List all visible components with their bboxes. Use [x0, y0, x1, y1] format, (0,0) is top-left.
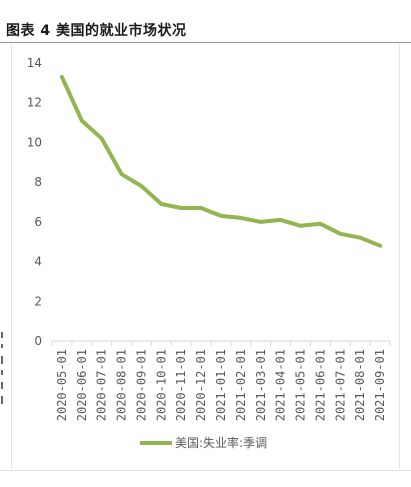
x-tick-label: 2020-08-01 — [115, 349, 129, 421]
x-tick-label: 2020-10-01 — [154, 349, 168, 421]
title-divider — [0, 42, 411, 43]
y-tick-label: 8 — [34, 175, 42, 189]
y-tick-label: 4 — [34, 255, 42, 269]
y-tick-label: 6 — [34, 215, 42, 229]
x-tick-label: 2020-05-01 — [55, 349, 69, 421]
figure-title: 图表 4 美国的就业市场状况 — [6, 23, 187, 39]
series-line-unemployment — [59, 74, 383, 248]
cropped-side-label — [1, 332, 3, 404]
x-tick-label: 2021-05-01 — [294, 349, 308, 421]
x-tick-label: 2021-02-01 — [234, 349, 248, 421]
y-tick-label: 10 — [27, 135, 42, 149]
x-tick-label: 2021-04-01 — [274, 349, 288, 421]
y-tick-label: 0 — [34, 334, 42, 348]
x-axis-tick-marks — [51, 341, 391, 346]
y-tick-label: 14 — [27, 56, 42, 70]
x-tick-label: 2020-11-01 — [174, 349, 188, 421]
x-tick-label: 2021-09-01 — [373, 349, 387, 421]
y-axis-ticks: 0 2 4 6 8 10 12 14 — [27, 56, 42, 348]
x-tick-label: 2020-07-01 — [95, 349, 109, 421]
legend: 美国:失业率:季调 — [140, 435, 267, 450]
x-tick-label: 2020-09-01 — [134, 349, 148, 421]
x-axis-ticks: 2020-05-01 2020-06-01 2020-07-01 2020-08-01… — [55, 349, 387, 421]
x-tick-label: 2020-06-01 — [75, 349, 89, 421]
x-tick-label: 2021-03-01 — [254, 349, 268, 421]
x-tick-label: 2021-01-01 — [214, 349, 228, 421]
y-tick-label: 2 — [34, 294, 42, 308]
x-tick-label: 2021-06-01 — [313, 349, 327, 421]
x-tick-label: 2020-12-01 — [194, 349, 208, 421]
x-tick-label: 2021-07-01 — [333, 349, 347, 421]
bottom-divider — [0, 470, 411, 471]
legend-label: 美国:失业率:季调 — [175, 435, 267, 450]
y-tick-label: 12 — [27, 96, 42, 110]
chart-panel — [11, 44, 400, 469]
x-tick-label: 2021-08-01 — [353, 349, 367, 421]
